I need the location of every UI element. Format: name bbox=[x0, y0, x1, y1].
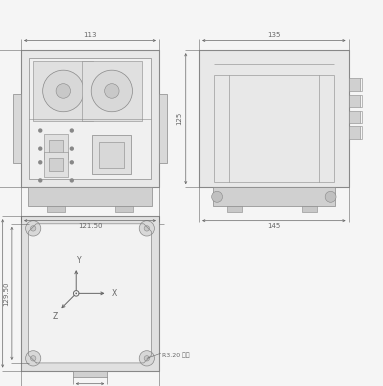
Bar bbox=[44, 152, 68, 177]
Bar bbox=[82, 61, 142, 121]
Text: 125: 125 bbox=[177, 112, 183, 125]
Circle shape bbox=[31, 226, 36, 231]
Bar bbox=[13, 94, 21, 163]
Bar bbox=[227, 207, 242, 212]
Text: 145: 145 bbox=[267, 223, 280, 229]
Bar bbox=[199, 50, 349, 187]
Circle shape bbox=[56, 84, 70, 98]
Text: R3.20 孔径: R3.20 孔径 bbox=[162, 352, 190, 358]
Circle shape bbox=[70, 128, 74, 133]
Bar bbox=[47, 207, 65, 212]
Text: Z: Z bbox=[52, 312, 57, 321]
Circle shape bbox=[26, 221, 41, 236]
Circle shape bbox=[38, 178, 43, 183]
Text: 129.50: 129.50 bbox=[3, 281, 9, 306]
Circle shape bbox=[38, 160, 43, 164]
Bar bbox=[349, 126, 360, 139]
Bar bbox=[159, 94, 167, 163]
Bar bbox=[29, 58, 151, 179]
Polygon shape bbox=[29, 224, 151, 363]
Bar bbox=[115, 207, 133, 212]
Bar bbox=[213, 187, 335, 207]
Bar bbox=[349, 111, 360, 124]
Text: 121.50: 121.50 bbox=[78, 223, 102, 229]
Bar bbox=[33, 61, 93, 121]
Circle shape bbox=[31, 356, 36, 361]
Circle shape bbox=[139, 351, 154, 366]
Bar bbox=[44, 134, 68, 159]
Bar bbox=[349, 95, 360, 107]
Circle shape bbox=[70, 146, 74, 151]
Bar bbox=[302, 207, 317, 212]
Circle shape bbox=[144, 226, 149, 231]
Text: 135: 135 bbox=[267, 32, 280, 38]
Circle shape bbox=[70, 160, 74, 164]
Circle shape bbox=[212, 191, 223, 202]
Text: 113: 113 bbox=[83, 32, 97, 38]
Bar bbox=[21, 216, 159, 371]
Bar bbox=[49, 140, 63, 153]
Circle shape bbox=[38, 146, 43, 151]
Bar bbox=[28, 187, 152, 207]
Bar bbox=[49, 158, 63, 171]
Circle shape bbox=[325, 191, 336, 202]
Circle shape bbox=[144, 356, 149, 361]
Circle shape bbox=[38, 128, 43, 133]
Circle shape bbox=[26, 351, 41, 366]
Bar bbox=[21, 50, 159, 187]
Circle shape bbox=[43, 70, 84, 112]
Text: Y: Y bbox=[77, 256, 82, 265]
Bar bbox=[349, 78, 360, 91]
Circle shape bbox=[70, 178, 74, 183]
Bar bbox=[92, 135, 131, 174]
Circle shape bbox=[105, 84, 119, 98]
Bar bbox=[99, 142, 124, 168]
Circle shape bbox=[139, 221, 154, 236]
Circle shape bbox=[75, 293, 77, 294]
Text: X: X bbox=[111, 289, 116, 298]
Circle shape bbox=[91, 70, 133, 112]
Bar bbox=[73, 371, 107, 377]
